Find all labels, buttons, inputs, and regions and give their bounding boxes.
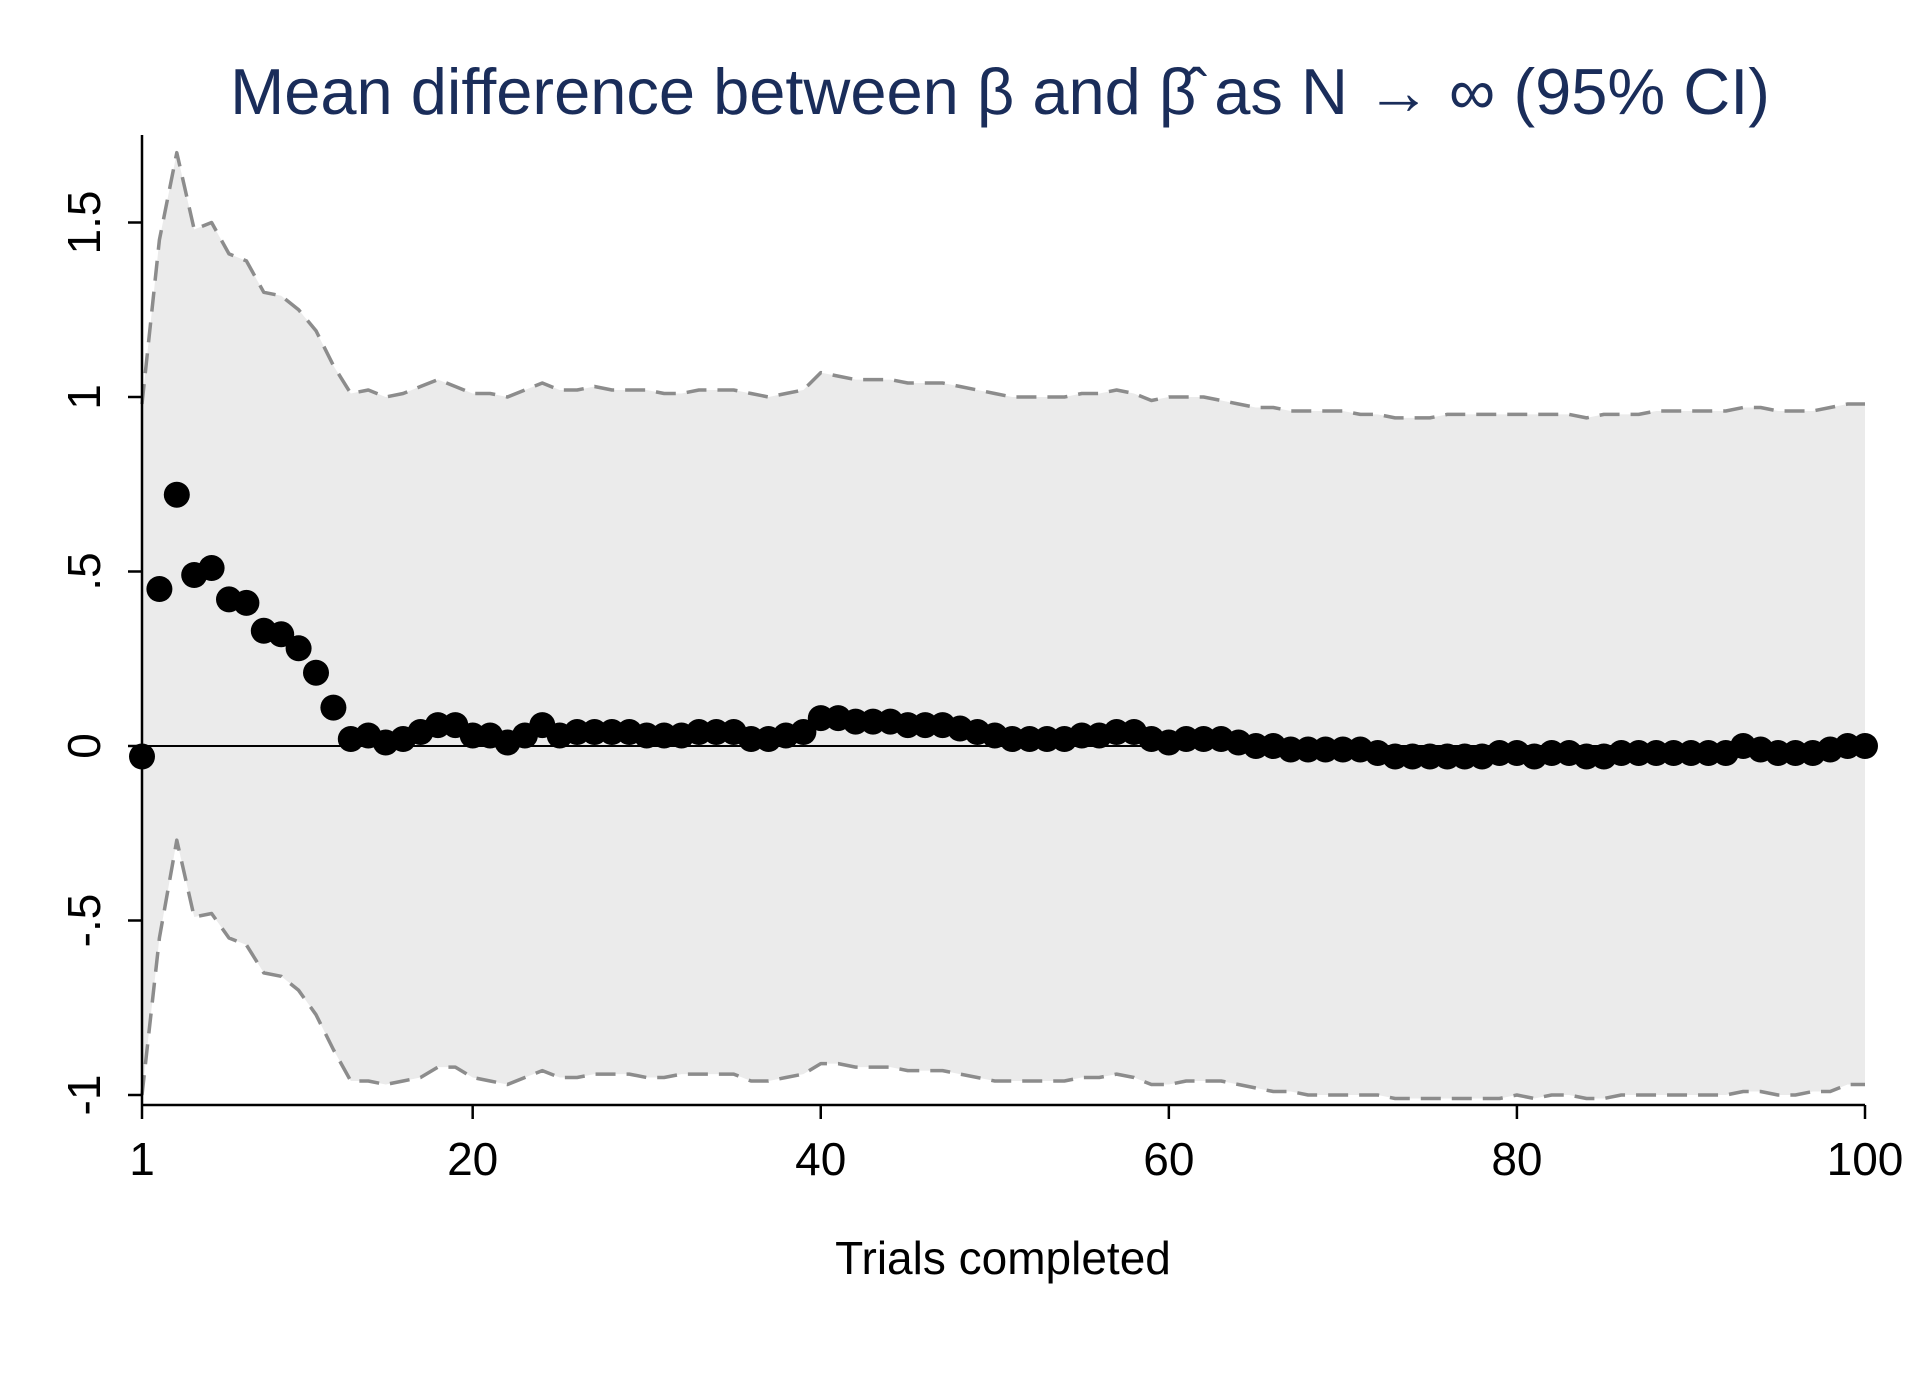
data-point [163, 481, 190, 508]
ci-band-layer [142, 152, 1865, 1099]
data-point [285, 635, 312, 662]
data-point [790, 719, 817, 745]
ci-upper-bound-line [140, 150, 1865, 420]
data-point [198, 555, 225, 581]
y-tick-label: 1 [58, 384, 110, 410]
data-point [233, 589, 260, 616]
data-point [1852, 733, 1878, 759]
y-tick-label: 1.5 [58, 191, 110, 255]
x-tick-label: 1 [129, 1133, 155, 1185]
x-tick-label: 40 [795, 1133, 846, 1185]
x-axis-title: Trials completed [835, 1232, 1171, 1284]
y-tick-label: -1 [58, 1075, 110, 1116]
data-point [268, 621, 295, 648]
y-tick-label: .5 [58, 552, 110, 590]
ci-bound-lines-layer [140, 150, 1865, 1101]
data-point [320, 694, 347, 721]
x-tick-label: 100 [1827, 1133, 1904, 1185]
mean-points-layer [129, 481, 1878, 770]
y-tick-label: -.5 [58, 894, 110, 948]
chart-title: Mean difference between β and β̂ as N → … [230, 55, 1770, 128]
ci-lower-bound-line [140, 838, 1865, 1101]
ci-band [142, 152, 1865, 1099]
y-tick-label: 0 [58, 733, 110, 759]
x-tick-label: 80 [1491, 1133, 1542, 1185]
data-point [303, 659, 329, 686]
data-point [146, 576, 173, 602]
x-tick-label: 60 [1143, 1133, 1194, 1185]
axes-layer: 1 20 40 60 80 100 -1 -.5 0 .5 1 1.5 [58, 135, 1903, 1185]
x-tick-label: 20 [447, 1133, 498, 1185]
